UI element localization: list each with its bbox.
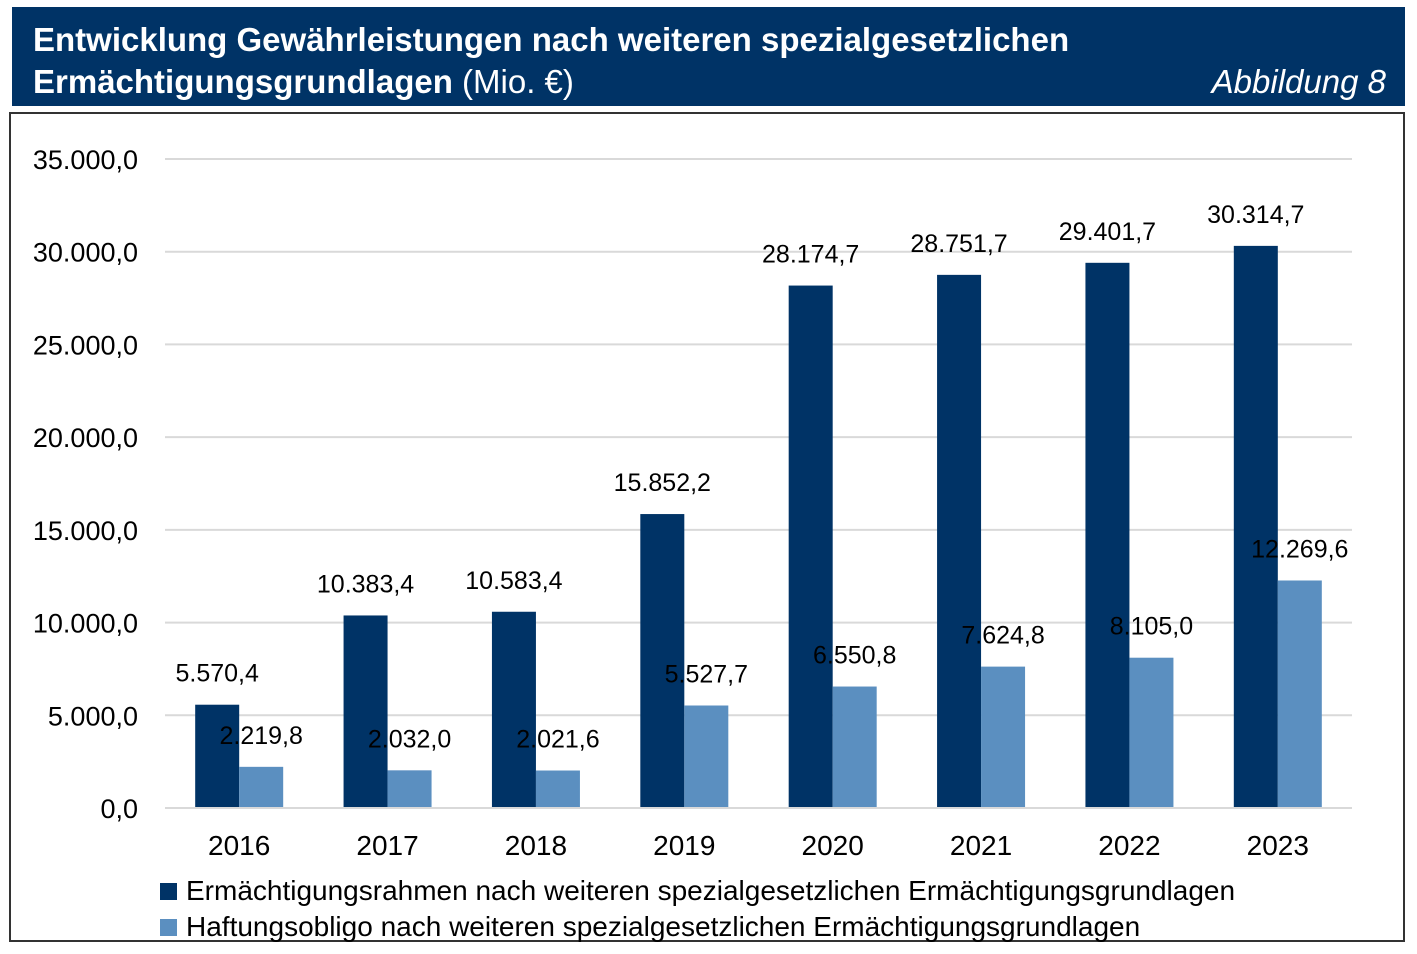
- legend-swatch-dark: [160, 882, 177, 900]
- bar-ermaechtigungsrahmen: [491, 611, 536, 808]
- bar-haftungsobligo: [684, 705, 729, 808]
- x-tick-label: 2016: [208, 830, 270, 861]
- y-tick-label: 15.000,0: [33, 516, 138, 546]
- chart-title-line1: Entwicklung Gewährleistungen nach weiter…: [33, 21, 1070, 58]
- data-label-haftungsobligo: 8.105,0: [1110, 613, 1193, 641]
- x-tick-label: 2022: [1098, 830, 1160, 861]
- bar-haftungsobligo: [535, 770, 580, 808]
- x-tick-label: 2019: [653, 830, 715, 861]
- y-tick-label: 0,0: [100, 794, 138, 824]
- legend-item-haftungsobligo: Haftungsobligo nach weiteren spezialgese…: [160, 909, 1235, 945]
- legend-item-ermaechtigungsrahmen: Ermächtigungsrahmen nach weiteren spezia…: [160, 873, 1235, 909]
- data-label-ermaechtigungsrahmen: 28.174,7: [762, 241, 859, 269]
- figure-label: Abbildung 8: [1211, 63, 1386, 100]
- data-label-haftungsobligo: 5.527,7: [665, 661, 748, 689]
- bar-haftungsobligo: [1129, 657, 1174, 808]
- data-label-haftungsobligo: 2.032,0: [368, 725, 451, 753]
- x-tick-label: 2017: [356, 830, 418, 861]
- data-label-ermaechtigungsrahmen: 30.314,7: [1207, 201, 1304, 229]
- x-tick-label: 2021: [950, 830, 1012, 861]
- chart-title-unit: (Mio. €): [452, 63, 574, 100]
- bar-ermaechtigungsrahmen: [788, 285, 833, 809]
- bar-haftungsobligo: [981, 666, 1026, 808]
- data-label-haftungsobligo: 7.624,8: [961, 622, 1044, 650]
- x-tick-label: 2018: [505, 830, 567, 861]
- data-label-ermaechtigungsrahmen: 15.852,2: [614, 469, 711, 497]
- bar-ermaechtigungsrahmen: [937, 274, 982, 808]
- legend-label-ermaechtigungsrahmen: Ermächtigungsrahmen nach weiteren spezia…: [186, 875, 1236, 906]
- bar-ermaechtigungsrahmen: [195, 704, 240, 808]
- bar-ermaechtigungsrahmen: [1233, 245, 1278, 808]
- y-tick-label: 5.000,0: [48, 701, 138, 731]
- data-label-haftungsobligo: 12.269,6: [1251, 535, 1348, 563]
- bar-ermaechtigungsrahmen: [343, 615, 388, 808]
- data-label-haftungsobligo: 2.219,8: [219, 722, 302, 750]
- bar-ermaechtigungsrahmen: [640, 514, 685, 808]
- y-tick-label: 30.000,0: [33, 238, 138, 268]
- data-label-haftungsobligo: 6.550,8: [813, 642, 896, 670]
- chart-legend: Ermächtigungsrahmen nach weiteren spezia…: [160, 873, 1235, 945]
- y-tick-label: 10.000,0: [33, 609, 138, 639]
- chart-title-line2: Ermächtigungsgrundlagen (Mio. €): [33, 63, 574, 101]
- data-label-haftungsobligo: 2.021,6: [516, 726, 599, 754]
- data-label-ermaechtigungsrahmen: 10.383,4: [317, 570, 414, 598]
- y-tick-label: 25.000,0: [33, 330, 138, 360]
- chart-frame: [9, 112, 1405, 942]
- chart-title-bold: Ermächtigungsgrundlagen: [33, 63, 453, 100]
- bar-ermaechtigungsrahmen: [1085, 262, 1130, 808]
- legend-label-haftungsobligo: Haftungsobligo nach weiteren spezialgese…: [186, 911, 1141, 942]
- chart-header: Entwicklung Gewährleistungen nach weiter…: [12, 7, 1405, 106]
- legend-swatch-light: [160, 918, 177, 936]
- bar-haftungsobligo: [832, 686, 877, 808]
- y-tick-label: 20.000,0: [33, 423, 138, 453]
- x-tick-label: 2023: [1247, 830, 1309, 861]
- data-label-ermaechtigungsrahmen: 10.583,4: [465, 567, 562, 595]
- bar-haftungsobligo: [239, 766, 284, 808]
- x-tick-label: 2020: [802, 830, 864, 861]
- y-tick-label: 35.000,0: [33, 145, 138, 175]
- data-label-ermaechtigungsrahmen: 5.570,4: [175, 660, 259, 688]
- data-label-ermaechtigungsrahmen: 29.401,7: [1059, 218, 1156, 246]
- bar-haftungsobligo: [1277, 580, 1322, 808]
- bar-haftungsobligo: [387, 770, 432, 808]
- data-label-ermaechtigungsrahmen: 28.751,7: [910, 230, 1007, 258]
